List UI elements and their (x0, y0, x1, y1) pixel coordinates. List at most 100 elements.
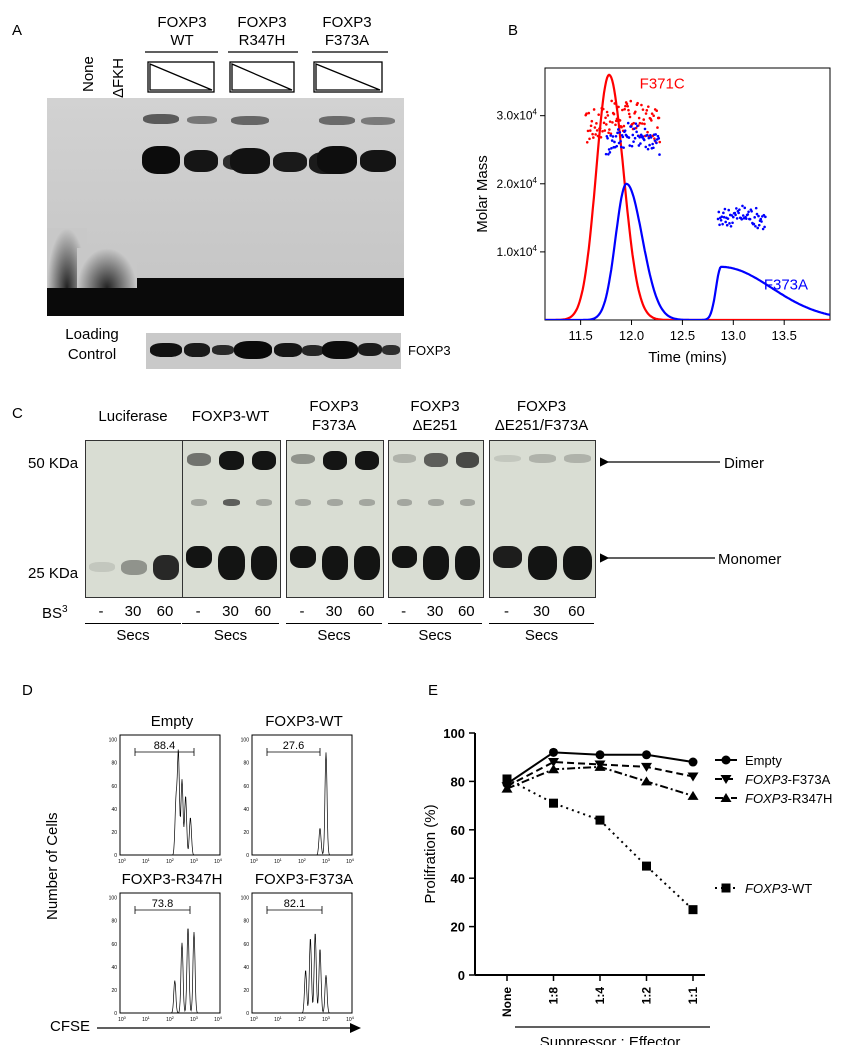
x-tick-label: 101 (142, 1015, 151, 1023)
x-tick-label: 1:4 (593, 987, 607, 1005)
molar-mass-point (633, 136, 637, 140)
molar-mass-point (602, 121, 606, 125)
group-r347h-label: FOXP3 R347H (237, 14, 287, 49)
data-point (548, 764, 559, 774)
molar-mass-point (621, 108, 624, 112)
cfse-arrow (97, 1023, 361, 1033)
molar-mass-point (595, 122, 598, 125)
dimer-band (251, 451, 276, 471)
molar-mass-point (589, 124, 593, 128)
monomer-band (121, 559, 147, 575)
molar-mass-point (735, 217, 739, 220)
x-tick-label: 104 (214, 1015, 223, 1023)
data-point (595, 815, 605, 825)
cfse-histogram: 0 20 40 60 80 100 100 101 102 103 104 82.1 (241, 892, 355, 1023)
loading-control-blot (146, 333, 401, 369)
molar-mass-point (605, 110, 609, 114)
dimer-band (494, 454, 521, 462)
y-tick-label: 3.0x104 (497, 108, 538, 123)
molar-mass-point (655, 109, 659, 113)
group-wt-label: FOXP3 WT (157, 14, 207, 49)
molar-mass-point (720, 215, 724, 219)
secs-label: Secs (317, 627, 351, 644)
band-arrows (600, 456, 720, 564)
molar-mass-point (623, 129, 627, 132)
dimer-band (323, 451, 347, 471)
x-tick-label: 12.0 (619, 328, 644, 343)
y-tick-label: 60 (111, 784, 117, 790)
time-label: 30 (533, 603, 550, 620)
trace-f373a (545, 182, 830, 320)
dimer-band (529, 454, 556, 463)
x-tick-label: 13.0 (721, 328, 746, 343)
molar-mass-point (621, 135, 625, 139)
cfse-histogram: 0 20 40 60 80 100 100 101 102 103 104 27.6 (241, 734, 355, 865)
legend-marker (721, 755, 731, 765)
molar-mass-point (599, 135, 603, 139)
loading-protein-label: FOXP3 (408, 343, 451, 358)
molar-mass-point (652, 114, 655, 118)
molar-mass-point (597, 113, 600, 116)
dose-wedges (145, 51, 388, 93)
time-label: 30 (124, 603, 142, 620)
x-tick-label: 102 (166, 857, 175, 865)
molar-mass-point (585, 140, 589, 144)
monomer-band (392, 546, 418, 568)
molar-mass-point (614, 123, 617, 127)
molar-mass-point (632, 121, 636, 125)
molar-mass-point (626, 121, 630, 125)
molar-mass-point (721, 222, 724, 226)
molar-mass-point (635, 130, 638, 134)
group-f373a-label: FOXP3 F373A (322, 14, 372, 49)
molar-mass-point (631, 133, 635, 137)
molar-mass-point (609, 134, 612, 137)
x-tick-label: 104 (346, 1015, 355, 1023)
molar-mass-point (622, 124, 626, 128)
x-tick-label: 100 (250, 1015, 259, 1023)
molar-mass-point (653, 139, 657, 142)
molar-mass-point (640, 122, 644, 125)
molar-mass-point (617, 141, 621, 145)
blot-title: FOXP3 F373A (309, 398, 359, 434)
y-tick-label: 0 (114, 853, 117, 859)
molar-mass-point (719, 219, 723, 222)
y-tick-label: 60 (243, 784, 249, 790)
x-tick-label: 100 (118, 1015, 127, 1023)
molar-mass-point (607, 131, 610, 135)
monomer-band (423, 546, 449, 580)
histogram-frame (119, 734, 221, 856)
molar-mass-point (728, 222, 731, 225)
molar-mass-point (753, 216, 756, 219)
monomer-band (153, 554, 179, 580)
molar-mass-point (608, 120, 612, 123)
molar-mass-point (614, 134, 618, 138)
y-axis-label: Prolifration (%) (422, 804, 439, 903)
intermediate-band (295, 499, 311, 506)
molar-mass-point (613, 140, 616, 144)
molar-mass-point (656, 134, 660, 138)
molar-mass-point (638, 135, 641, 139)
molar-mass-point (616, 128, 620, 131)
histogram-curve (122, 928, 218, 1014)
data-point (594, 761, 606, 771)
y-tick-label: 20 (111, 830, 117, 836)
monomer-band (186, 546, 213, 568)
molar-mass-point (637, 144, 641, 147)
y-tick-label: 100 (241, 896, 250, 902)
molar-mass-point (756, 226, 760, 230)
legend-marker (720, 775, 732, 784)
time-label: - (98, 603, 104, 620)
y-tick-label: 20 (451, 920, 465, 935)
panel-b-letter: B (508, 22, 519, 39)
western-blot (85, 440, 183, 598)
x-tick-label: 104 (214, 857, 223, 865)
molar-mass-point (650, 119, 653, 122)
y-tick-label: 1.0x104 (497, 244, 538, 259)
loading-control-label: Loading Control (65, 326, 119, 363)
molar-mass-point (732, 215, 735, 219)
intermediate-band (191, 499, 208, 506)
molar-mass-point (734, 213, 737, 217)
molar-mass-point (636, 124, 639, 128)
data-point (595, 750, 605, 760)
histogram-curve (254, 933, 350, 1014)
